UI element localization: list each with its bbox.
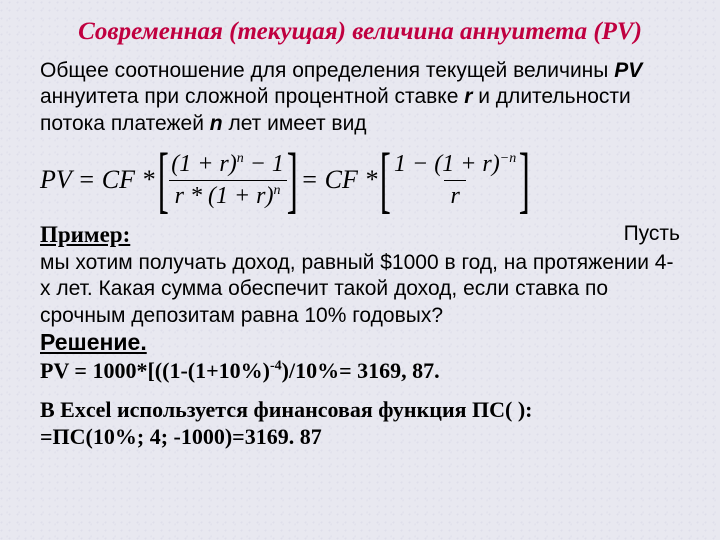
- f-den1exp: n: [274, 183, 281, 198]
- excel-line-2: =ПС(10%; 4; -1000)=3169. 87: [40, 423, 680, 451]
- calc-main: PV = 1000*[((1-(1+10%): [40, 358, 270, 383]
- excel-block: В Excel используется финансовая функция …: [40, 396, 680, 451]
- formula-eq1: = CF *: [78, 165, 155, 195]
- f-num1b: − 1: [244, 151, 284, 177]
- slide-title: Современная (текущая) величина аннуитета…: [40, 18, 680, 46]
- intro-pv: PV: [614, 59, 642, 82]
- resh-label: Решение.: [40, 329, 680, 356]
- calc-exp: -4: [270, 359, 282, 374]
- f-num2a: 1 − (1 + r): [394, 151, 500, 177]
- formula-lhs: PV: [40, 165, 72, 195]
- f-den1a: r * (1 + r): [175, 183, 274, 209]
- formula: PV = CF * [ (1 + r)n − 1 r * (1 + r)n ] …: [40, 147, 680, 214]
- f-num1a: (1 + r): [171, 151, 237, 177]
- intro-part-4: лет имеет вид: [223, 112, 367, 135]
- pust-word: Пусть: [624, 221, 680, 247]
- intro-part-2: аннуитета при сложной процентной ставке: [40, 85, 464, 108]
- excel-line-1: В Excel используется финансовая функция …: [40, 396, 680, 424]
- f-den2: r: [444, 180, 465, 209]
- example-block: Пример: Пусть мы хотим получать доход, р…: [40, 221, 680, 329]
- calc-line: PV = 1000*[((1-(1+10%)-4)/10%= 3169, 87.: [40, 358, 680, 384]
- formula-bracket-1: [ (1 + r)n − 1 r * (1 + r)n ]: [161, 147, 295, 214]
- intro-n: n: [210, 112, 223, 135]
- f-num2exp: −n: [500, 151, 516, 166]
- f-num1exp: n: [237, 151, 244, 166]
- intro-part-1: Общее соотношение для определения текуще…: [40, 59, 614, 82]
- formula-eq2: = CF *: [301, 165, 378, 195]
- primer-label: Пример:: [40, 222, 130, 247]
- formula-bracket-2: [ 1 − (1 + r)−n r ]: [383, 147, 526, 214]
- calc-tail: )/10%= 3169, 87.: [282, 358, 440, 383]
- example-text: мы хотим получать доход, равный $1000 в …: [40, 251, 673, 327]
- intro-paragraph: Общее соотношение для определения текуще…: [40, 58, 680, 137]
